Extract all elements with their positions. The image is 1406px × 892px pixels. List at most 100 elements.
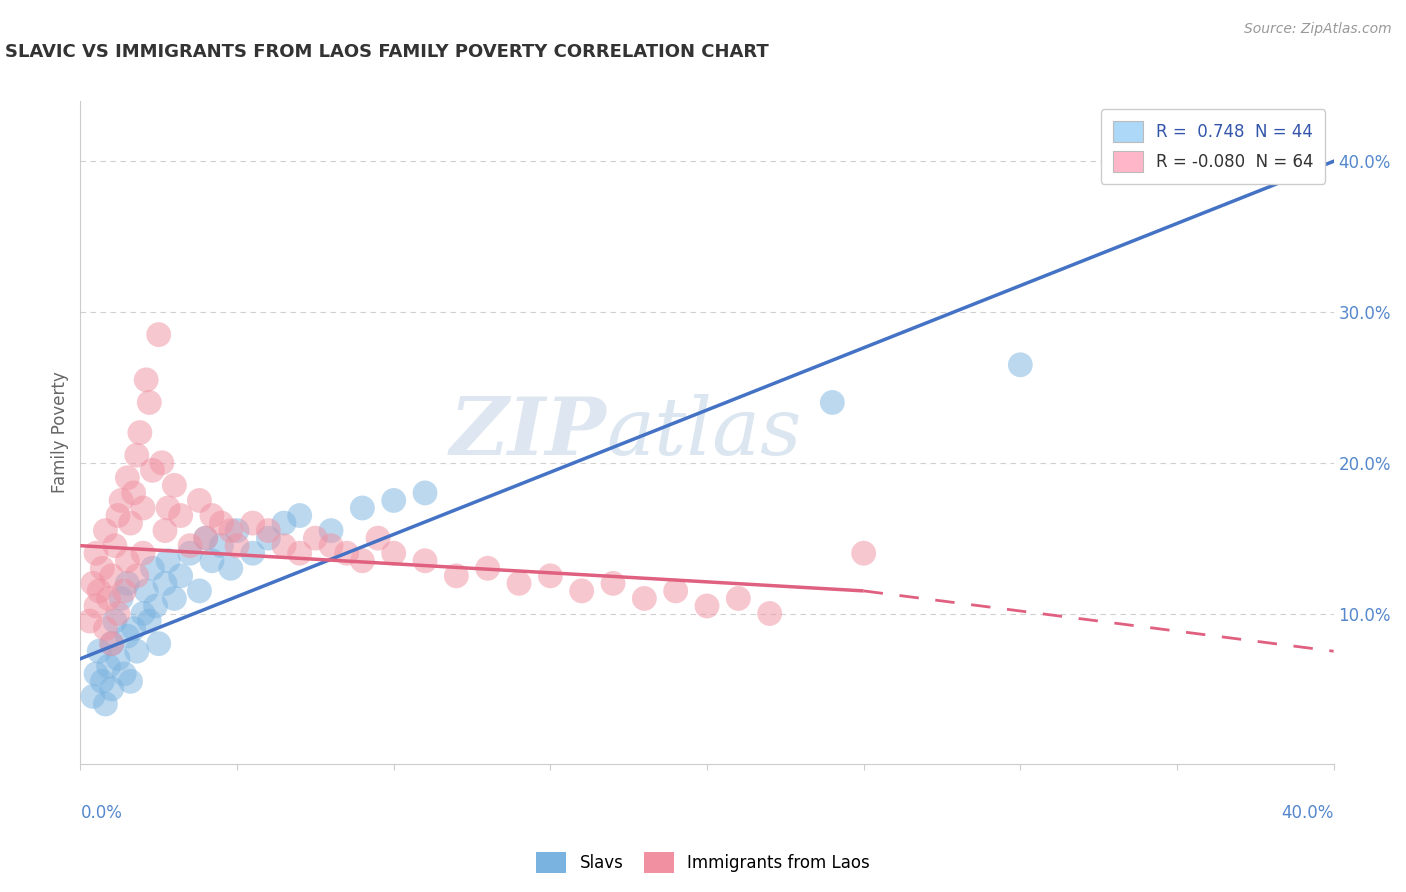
Point: [821, 395, 844, 409]
Point: [288, 546, 311, 560]
Point: [117, 576, 139, 591]
Text: SLAVIC VS IMMIGRANTS FROM LAOS FAMILY POVERTY CORRELATION CHART: SLAVIC VS IMMIGRANTS FROM LAOS FAMILY PO…: [6, 43, 769, 62]
Point: [226, 524, 249, 538]
Point: [758, 607, 780, 621]
Point: [508, 576, 530, 591]
Point: [336, 546, 359, 560]
Point: [304, 531, 326, 545]
Point: [477, 561, 499, 575]
Point: [97, 591, 120, 606]
Point: [122, 622, 145, 636]
Point: [288, 508, 311, 523]
Point: [163, 591, 186, 606]
Legend: R =  0.748  N = 44, R = -0.080  N = 64: R = 0.748 N = 44, R = -0.080 N = 64: [1101, 110, 1326, 184]
Point: [117, 629, 139, 643]
Point: [94, 622, 117, 636]
Point: [219, 524, 242, 538]
Point: [169, 508, 191, 523]
Point: [84, 599, 107, 613]
Point: [194, 531, 217, 545]
Point: [145, 599, 167, 613]
Point: [112, 583, 135, 598]
Point: [153, 576, 176, 591]
Point: [110, 591, 132, 606]
Point: [201, 508, 224, 523]
Point: [91, 674, 114, 689]
Point: [157, 554, 180, 568]
Point: [696, 599, 718, 613]
Point: [148, 637, 170, 651]
Point: [538, 569, 561, 583]
Point: [367, 531, 389, 545]
Point: [413, 486, 436, 500]
Point: [352, 554, 374, 568]
Point: [125, 448, 148, 462]
Point: [242, 516, 264, 530]
Point: [82, 690, 104, 704]
Point: [226, 539, 249, 553]
Text: atlas: atlas: [607, 394, 803, 471]
Point: [122, 486, 145, 500]
Point: [94, 697, 117, 711]
Point: [129, 425, 152, 440]
Point: [125, 569, 148, 583]
Point: [132, 501, 155, 516]
Text: ZIP: ZIP: [450, 394, 607, 471]
Point: [157, 501, 180, 516]
Point: [209, 539, 232, 553]
Point: [148, 327, 170, 342]
Point: [135, 373, 157, 387]
Point: [100, 681, 122, 696]
Point: [89, 583, 111, 598]
Point: [179, 539, 201, 553]
Point: [104, 539, 127, 553]
Point: [188, 583, 211, 598]
Point: [112, 666, 135, 681]
Point: [82, 576, 104, 591]
Point: [413, 554, 436, 568]
Point: [153, 524, 176, 538]
Point: [852, 546, 875, 560]
Point: [169, 569, 191, 583]
Point: [179, 546, 201, 560]
Point: [446, 569, 468, 583]
Text: 40.0%: 40.0%: [1281, 804, 1334, 822]
Point: [117, 471, 139, 485]
Point: [141, 561, 163, 575]
Point: [84, 546, 107, 560]
Point: [132, 607, 155, 621]
Point: [571, 583, 593, 598]
Point: [84, 666, 107, 681]
Legend: Slavs, Immigrants from Laos: Slavs, Immigrants from Laos: [530, 846, 876, 880]
Point: [382, 546, 405, 560]
Point: [120, 674, 142, 689]
Point: [91, 561, 114, 575]
Point: [138, 395, 160, 409]
Point: [257, 531, 280, 545]
Point: [727, 591, 749, 606]
Point: [1010, 358, 1032, 372]
Point: [273, 516, 295, 530]
Point: [135, 583, 157, 598]
Point: [104, 614, 127, 628]
Point: [97, 659, 120, 673]
Point: [188, 493, 211, 508]
Text: Source: ZipAtlas.com: Source: ZipAtlas.com: [1244, 22, 1392, 37]
Point: [100, 637, 122, 651]
Point: [120, 516, 142, 530]
Point: [163, 478, 186, 492]
Point: [141, 463, 163, 477]
Point: [602, 576, 624, 591]
Point: [257, 524, 280, 538]
Point: [150, 456, 173, 470]
Point: [242, 546, 264, 560]
Point: [194, 531, 217, 545]
Point: [125, 644, 148, 658]
Point: [209, 516, 232, 530]
Point: [117, 554, 139, 568]
Point: [273, 539, 295, 553]
Point: [89, 644, 111, 658]
Point: [132, 546, 155, 560]
Point: [100, 637, 122, 651]
Point: [219, 561, 242, 575]
